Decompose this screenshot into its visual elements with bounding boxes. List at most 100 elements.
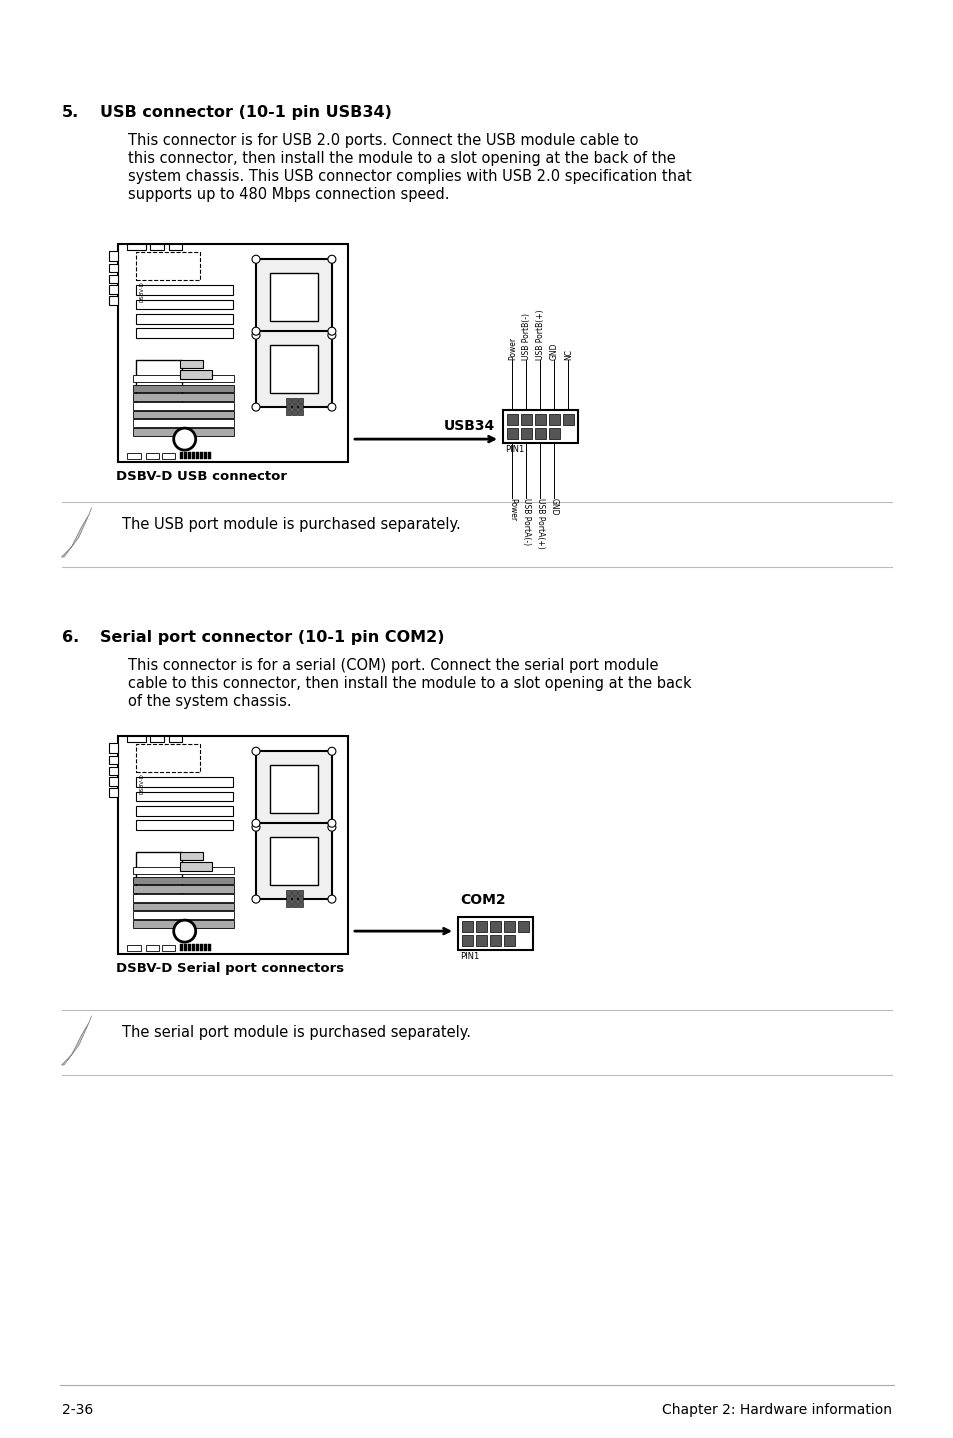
Circle shape <box>173 429 195 450</box>
Circle shape <box>252 748 260 755</box>
Bar <box>136 252 200 280</box>
Bar <box>292 404 296 408</box>
Bar <box>180 851 203 860</box>
Bar <box>136 743 200 772</box>
Text: 5.: 5. <box>62 105 79 119</box>
Bar <box>502 410 578 443</box>
Bar <box>136 285 233 295</box>
Bar <box>146 453 159 459</box>
Text: The USB port module is purchased separately.: The USB port module is purchased separat… <box>122 518 460 532</box>
Polygon shape <box>61 1022 89 1066</box>
Polygon shape <box>61 515 89 557</box>
Circle shape <box>173 920 195 942</box>
Bar <box>109 250 118 262</box>
Bar <box>136 820 233 830</box>
Bar <box>297 404 303 408</box>
Bar <box>490 935 500 946</box>
Text: supports up to 480 Mbps connection speed.: supports up to 480 Mbps connection speed… <box>128 187 449 201</box>
Bar <box>150 244 164 250</box>
Bar <box>127 945 141 951</box>
Bar <box>286 890 291 894</box>
Bar <box>132 394 233 401</box>
Text: DSBV-D Serial port connectors: DSBV-D Serial port connectors <box>116 962 344 975</box>
Bar <box>208 452 211 459</box>
Circle shape <box>252 820 260 827</box>
Circle shape <box>252 328 260 335</box>
Text: Power: Power <box>507 498 517 521</box>
Bar <box>109 766 118 775</box>
Circle shape <box>328 403 335 411</box>
Text: USB PortB(-): USB PortB(-) <box>521 313 531 360</box>
Bar <box>136 791 233 801</box>
Circle shape <box>252 256 260 263</box>
Bar <box>476 935 486 946</box>
Bar <box>506 429 517 439</box>
Bar <box>548 414 559 426</box>
Bar <box>255 751 332 827</box>
Circle shape <box>252 894 260 903</box>
Bar <box>132 411 233 418</box>
Bar <box>136 299 233 309</box>
Bar <box>286 410 291 414</box>
Text: PIN1: PIN1 <box>504 444 524 454</box>
Text: NC: NC <box>563 349 573 360</box>
Bar <box>132 384 233 393</box>
Text: USB PortA(-): USB PortA(-) <box>521 498 531 545</box>
Circle shape <box>328 820 335 827</box>
Circle shape <box>328 823 335 831</box>
Bar <box>192 452 195 459</box>
Bar <box>286 896 291 900</box>
Text: cable to this connector, then install the module to a slot opening at the back: cable to this connector, then install th… <box>128 676 691 692</box>
Bar <box>297 410 303 414</box>
Bar <box>136 360 182 406</box>
Bar <box>109 296 118 305</box>
Bar <box>127 453 141 459</box>
Bar <box>562 414 574 426</box>
Bar <box>517 920 529 932</box>
Bar <box>297 397 303 403</box>
Bar <box>297 896 303 900</box>
Text: This connector is for USB 2.0 ports. Connect the USB module cable to: This connector is for USB 2.0 ports. Con… <box>128 132 638 148</box>
Bar <box>132 903 233 910</box>
Text: GND: GND <box>550 342 558 360</box>
Bar <box>270 345 318 394</box>
Text: USB PortA(+): USB PortA(+) <box>536 498 544 549</box>
Text: 6.: 6. <box>62 630 79 646</box>
Bar <box>461 920 473 932</box>
Bar <box>188 945 191 951</box>
Bar <box>132 429 233 436</box>
Bar <box>297 902 303 906</box>
Bar <box>506 414 517 426</box>
Bar <box>292 902 296 906</box>
Circle shape <box>252 823 260 831</box>
Bar <box>136 778 233 787</box>
Bar <box>457 917 533 951</box>
Circle shape <box>328 894 335 903</box>
Bar <box>503 920 515 932</box>
Bar <box>255 331 332 407</box>
Text: USB connector (10-1 pin USB34): USB connector (10-1 pin USB34) <box>100 105 392 119</box>
Bar <box>109 788 118 797</box>
Circle shape <box>252 403 260 411</box>
Text: DSBV-D: DSBV-D <box>140 774 145 794</box>
Bar <box>161 453 175 459</box>
Bar <box>180 452 183 459</box>
Circle shape <box>328 748 335 755</box>
Bar <box>535 429 545 439</box>
Bar <box>169 244 182 250</box>
Bar <box>161 945 175 951</box>
Bar <box>196 945 199 951</box>
Bar <box>169 736 182 742</box>
Bar <box>255 259 332 335</box>
Bar <box>548 429 559 439</box>
Text: USB PortB(+): USB PortB(+) <box>536 309 544 360</box>
Bar <box>109 285 118 295</box>
Bar <box>180 360 203 368</box>
Bar <box>184 945 187 951</box>
Text: Serial port connector (10-1 pin COM2): Serial port connector (10-1 pin COM2) <box>100 630 444 646</box>
Circle shape <box>328 328 335 335</box>
Bar <box>132 886 233 893</box>
Text: This connector is for a serial (COM) port. Connect the serial port module: This connector is for a serial (COM) por… <box>128 659 658 673</box>
Text: The serial port module is purchased separately.: The serial port module is purchased sepa… <box>122 1025 471 1040</box>
Circle shape <box>328 331 335 339</box>
